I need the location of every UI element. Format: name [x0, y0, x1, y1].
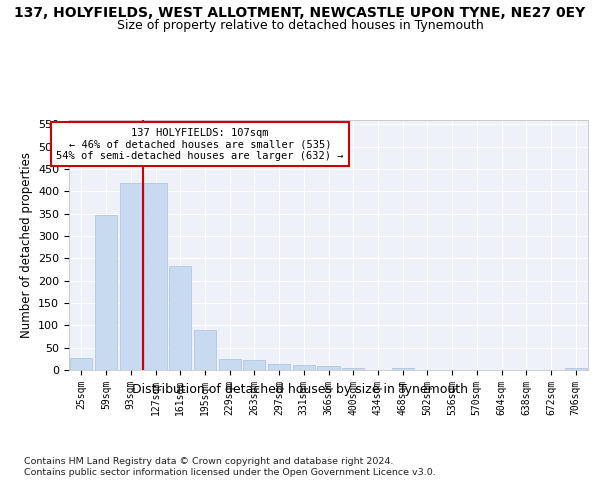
Bar — [342, 368, 364, 370]
Bar — [119, 182, 142, 370]
Text: 137 HOLYFIELDS: 107sqm
← 46% of detached houses are smaller (535)
54% of semi-de: 137 HOLYFIELDS: 107sqm ← 46% of detached… — [56, 128, 344, 161]
Bar — [268, 364, 290, 370]
Bar — [293, 365, 315, 370]
Text: Distribution of detached houses by size in Tynemouth: Distribution of detached houses by size … — [132, 382, 468, 396]
Text: Size of property relative to detached houses in Tynemouth: Size of property relative to detached ho… — [116, 19, 484, 32]
Bar — [194, 330, 216, 370]
Bar — [70, 358, 92, 370]
Bar — [565, 368, 587, 370]
Text: 137, HOLYFIELDS, WEST ALLOTMENT, NEWCASTLE UPON TYNE, NE27 0EY: 137, HOLYFIELDS, WEST ALLOTMENT, NEWCAST… — [14, 6, 586, 20]
Bar — [218, 360, 241, 370]
Bar — [145, 182, 167, 370]
Bar — [95, 214, 117, 370]
Bar — [317, 366, 340, 370]
Y-axis label: Number of detached properties: Number of detached properties — [20, 152, 32, 338]
Text: Contains HM Land Registry data © Crown copyright and database right 2024.
Contai: Contains HM Land Registry data © Crown c… — [24, 458, 436, 477]
Bar — [169, 266, 191, 370]
Bar — [243, 360, 265, 370]
Bar — [392, 368, 414, 370]
